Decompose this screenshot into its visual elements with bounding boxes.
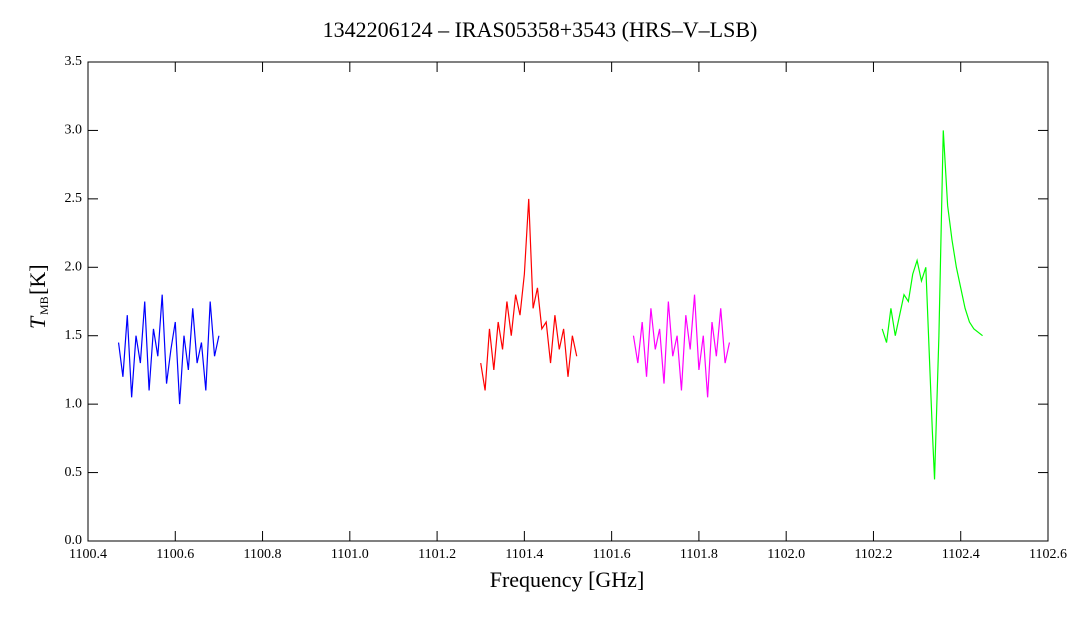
chart-title: 1342206124 – IRAS05358+3543 (HRS–V–LSB) — [323, 17, 758, 42]
y-tick-label: 2.0 — [65, 260, 83, 275]
x-tick-label: 1102.0 — [767, 547, 805, 562]
spectrum-line — [480, 198, 578, 391]
x-tick-label: 1101.6 — [593, 547, 631, 562]
x-tick-label: 1101.0 — [331, 547, 369, 562]
x-tick-label: 1102.4 — [942, 547, 980, 562]
x-tick-label: 1102.2 — [854, 547, 892, 562]
x-tick-label: 1101.4 — [505, 547, 543, 562]
y-tick-label: 3.5 — [65, 54, 83, 69]
y-tick-label: 2.5 — [65, 191, 83, 206]
x-tick-label: 1100.4 — [69, 547, 107, 562]
x-tick-label: 1102.6 — [1029, 547, 1067, 562]
y-tick-label: 1.0 — [65, 396, 83, 411]
x-axis-label: Frequency [GHz] — [490, 567, 645, 592]
x-tick-label: 1100.8 — [244, 547, 282, 562]
y-tick-label: 0.0 — [65, 533, 83, 548]
spectrum-line — [632, 294, 731, 398]
y-label-subscript: MB — [37, 296, 51, 315]
y-label-symbol: T — [25, 315, 50, 329]
spectrum-line — [881, 130, 983, 480]
x-tick-label: 1101.2 — [418, 547, 456, 562]
y-tick-label: 1.5 — [65, 328, 83, 343]
plot-frame — [87, 61, 1049, 542]
x-tick-label: 1101.8 — [680, 547, 718, 562]
y-tick-label: 0.5 — [65, 465, 83, 480]
y-axis-label: T MB [K] — [25, 264, 51, 329]
spectrum-line — [117, 294, 220, 405]
y-label-unit: [K] — [25, 264, 50, 295]
x-tick-label: 1100.6 — [156, 547, 194, 562]
y-tick-label: 3.0 — [65, 123, 83, 138]
